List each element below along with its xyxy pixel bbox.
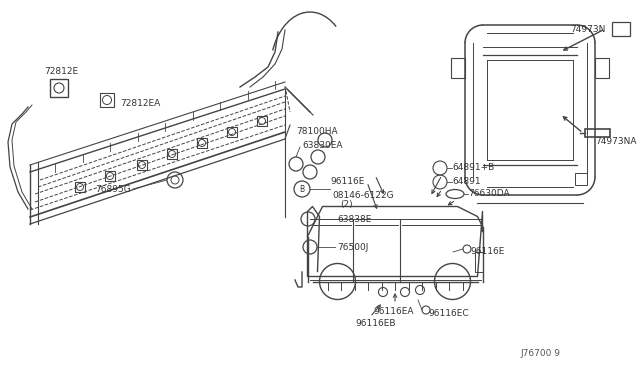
Text: 78100HA: 78100HA [296, 128, 338, 137]
Text: 76895G: 76895G [95, 185, 131, 193]
Text: 72812E: 72812E [44, 67, 78, 77]
Text: 96116EB: 96116EB [355, 320, 396, 328]
Text: 64891+B: 64891+B [452, 164, 494, 173]
Text: 72812EA: 72812EA [120, 99, 160, 109]
Bar [595, 58, 609, 77]
Text: 96116EC: 96116EC [428, 310, 468, 318]
Bar [100, 93, 114, 107]
Text: 74973NA: 74973NA [595, 138, 637, 147]
Bar [257, 116, 267, 126]
Text: J76700 9: J76700 9 [520, 350, 560, 359]
Text: 08146-6122G: 08146-6122G [332, 190, 394, 199]
Bar [167, 149, 177, 159]
Bar [137, 160, 147, 170]
Bar [105, 171, 115, 181]
Bar [474, 251, 483, 272]
Text: 74973N: 74973N [570, 25, 605, 33]
Text: 96116E: 96116E [330, 177, 364, 186]
Text: 96116E: 96116E [470, 247, 504, 257]
Text: 76500J: 76500J [337, 243, 369, 251]
Text: (2): (2) [340, 201, 353, 209]
Bar [50, 79, 68, 97]
Text: 64891: 64891 [452, 177, 481, 186]
Text: 63830EA: 63830EA [302, 141, 342, 150]
Bar [75, 182, 85, 192]
Bar [451, 58, 465, 77]
Bar [197, 138, 207, 148]
Text: 96116EA: 96116EA [373, 308, 413, 317]
Bar [612, 22, 630, 36]
Text: 63838E: 63838E [337, 215, 371, 224]
Text: 76630DA: 76630DA [468, 189, 509, 199]
Bar [575, 173, 587, 185]
Bar [227, 127, 237, 137]
Text: B: B [300, 185, 305, 193]
Bar [585, 129, 610, 137]
